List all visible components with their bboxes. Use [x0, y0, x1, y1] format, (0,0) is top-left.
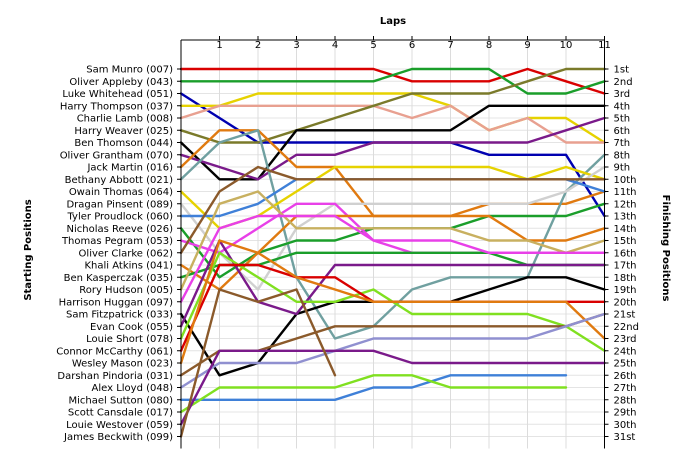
finish-position-label: 10th — [614, 175, 637, 186]
start-position-label: Luke Whitehead (051) — [62, 89, 173, 100]
finish-position-label: 17th — [614, 261, 637, 272]
start-position-label: Thomas Pegram (053) — [61, 236, 173, 247]
start-position-label: Harry Thompson (037) — [60, 101, 173, 112]
finish-position-label: 27th — [614, 383, 637, 394]
start-position-label: Sam Fitzpatrick (033) — [66, 310, 173, 321]
finish-position-label: 16th — [614, 248, 637, 259]
finish-position-label: 26th — [614, 371, 637, 382]
finish-position-label: 8th — [614, 150, 631, 161]
x-tick-label: 8 — [486, 40, 492, 51]
series-line — [179, 288, 337, 438]
finish-position-label: 11th — [614, 187, 637, 198]
finish-position-label: 3rd — [614, 89, 631, 100]
series-line — [179, 116, 606, 181]
start-position-label: Scott Cansdale (017) — [68, 408, 173, 419]
start-position-label: Evan Cook (055) — [90, 322, 173, 333]
series-line — [179, 214, 606, 291]
x-tick-label: 2 — [255, 40, 261, 51]
start-position-label: Oliver Appleby (043) — [69, 77, 173, 88]
start-position-label: Charlie Lamb (008) — [77, 114, 173, 125]
y-axis-left-title: Starting Positions — [23, 199, 34, 300]
finish-position-label: 30th — [614, 420, 637, 431]
x-tick-label: 11 — [598, 40, 611, 51]
series-line — [179, 104, 606, 144]
series-line — [179, 312, 606, 389]
start-position-label: Louie Short (078) — [86, 334, 173, 345]
series-line — [179, 374, 568, 414]
start-position-label: Bethany Abbott (021) — [65, 175, 173, 186]
x-tick-label: 5 — [370, 40, 376, 51]
start-position-label: James Beckwith (099) — [63, 432, 173, 443]
series-line — [179, 104, 606, 181]
series-line — [179, 214, 606, 303]
series-line — [179, 374, 568, 401]
x-tick-label: 6 — [409, 40, 415, 51]
start-position-label: Rory Hudson (005) — [79, 285, 173, 296]
start-position-label: Ben Kasperczak (035) — [64, 273, 173, 284]
start-position-label: Ben Thomson (044) — [74, 138, 173, 149]
start-position-label: Oliver Clarke (062) — [79, 248, 174, 259]
finish-position-label: 20th — [614, 297, 637, 308]
finish-position-label: 23rd — [614, 334, 637, 345]
series-line — [179, 165, 606, 255]
series-line — [179, 349, 606, 426]
finish-position-label: 29th — [614, 408, 637, 419]
finish-position-label: 21st — [614, 310, 636, 321]
finish-position-label: 22nd — [614, 322, 639, 333]
series-line — [179, 165, 606, 291]
start-position-label: Wesley Mason (023) — [72, 359, 173, 370]
start-position-label: Khali Atkins (041) — [84, 261, 173, 272]
series-line — [179, 67, 606, 95]
start-position-label: Sam Munro (007) — [86, 65, 173, 76]
series-line — [179, 92, 606, 144]
x-tick-label: 4 — [332, 40, 338, 51]
finish-position-label: 25th — [614, 359, 637, 370]
finish-position-label: 19th — [614, 285, 637, 296]
series-line — [179, 129, 606, 340]
x-tick-label: 3 — [293, 40, 299, 51]
finish-position-label: 5th — [614, 114, 631, 125]
finish-position-label: 28th — [614, 395, 637, 406]
finish-position-label: 31st — [614, 432, 636, 443]
x-tick-label: 1 — [216, 40, 222, 51]
start-position-label: Harry Weaver (025) — [74, 126, 173, 137]
start-position-label: Owain Thomas (064) — [69, 187, 173, 198]
finish-position-label: 6th — [614, 126, 631, 137]
finish-position-label: 12th — [614, 199, 637, 210]
series-lines — [179, 67, 606, 438]
finish-position-label: 1st — [614, 65, 630, 76]
finish-position-label: 14th — [614, 224, 637, 235]
finish-position-label: 13th — [614, 212, 637, 223]
finish-position-label: 24th — [614, 346, 637, 357]
start-position-label: Louie Westover (059) — [66, 420, 173, 431]
start-position-label: Oliver Grantham (070) — [60, 150, 173, 161]
start-position-label: Dragan Pinsent (089) — [66, 199, 173, 210]
start-position-label: Tyler Proudlock (060) — [67, 212, 174, 223]
x-axis-title: Laps — [380, 16, 406, 27]
start-position-label: Nicholas Reeve (026) — [67, 224, 174, 235]
start-position-label: Darshan Pindoria (031) — [57, 371, 173, 382]
y-axis-right-title: Finishing Positions — [660, 195, 671, 302]
finish-position-label: 7th — [614, 138, 631, 149]
series-line — [179, 190, 606, 291]
start-position-label: Jack Martin (016) — [86, 163, 173, 174]
x-tick-label: 9 — [524, 40, 530, 51]
series-line — [179, 178, 606, 218]
finish-position-label: 15th — [614, 236, 637, 247]
start-position-label: Alex Lloyd (048) — [92, 383, 174, 394]
finish-position-label: 2nd — [614, 77, 633, 88]
series-line — [179, 239, 606, 328]
x-tick-label: 10 — [560, 40, 573, 51]
start-position-label: Harrison Huggan (097) — [59, 297, 174, 308]
finish-position-label: 4th — [614, 101, 631, 112]
series-line — [179, 67, 606, 144]
start-position-label: Connor McCarthy (061) — [56, 346, 173, 357]
axes: 1 2 3 4 5 6 7 8 9 10 11 Sam Munro (007)Oliver Apple… — [56, 36, 639, 449]
finish-position-label: 9th — [614, 163, 631, 174]
finish-position-label: 18th — [614, 273, 637, 284]
x-tick-label: 7 — [447, 40, 453, 51]
series-line — [179, 239, 606, 365]
start-position-label: Michael Sutton (080) — [68, 395, 173, 406]
